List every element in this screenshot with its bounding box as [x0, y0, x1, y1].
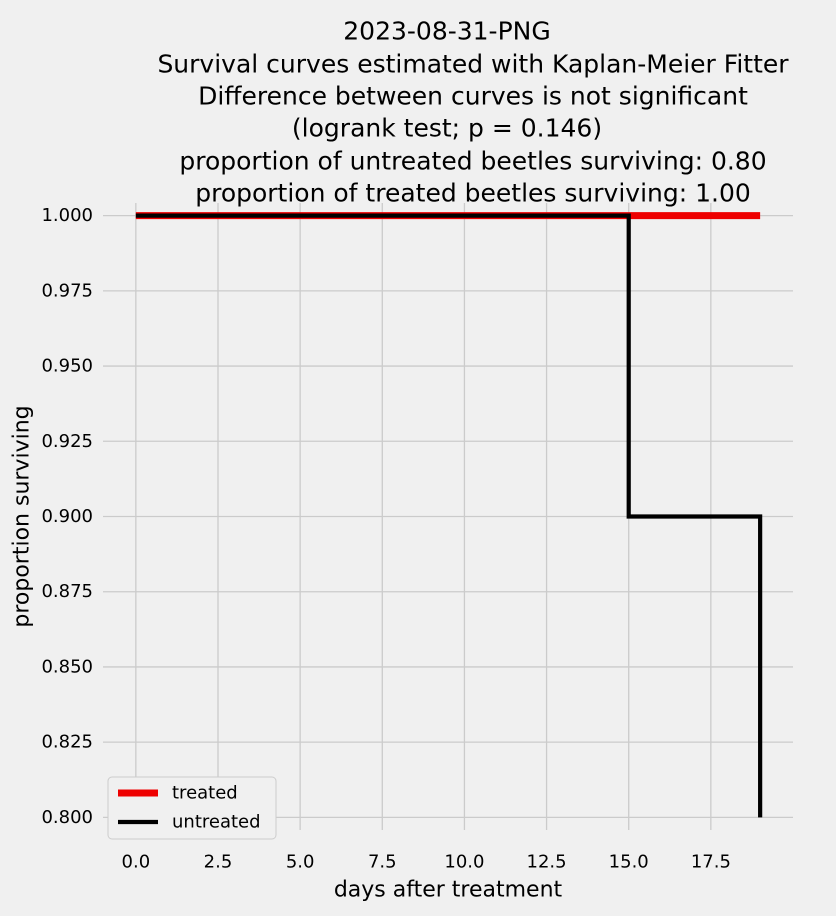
y-tick-label: 0.950: [41, 356, 93, 377]
x-tick-label: 5.0: [286, 852, 315, 873]
x-tick-label: 2.5: [204, 852, 233, 873]
y-axis: 0.800 0.825 0.850 0.875 0.900 0.925 0.950 0.975…: [10, 205, 94, 828]
x-tick-label: 15.0: [609, 852, 649, 873]
chart-title-line: Difference between curves is not signifi…: [198, 82, 748, 111]
y-tick-label: 0.900: [41, 506, 93, 527]
y-tick-label: 0.875: [41, 581, 93, 602]
x-tick-label: 17.5: [691, 852, 731, 873]
y-tick-label: 0.800: [41, 807, 93, 828]
x-axis: 0.0 2.5 5.0 7.5 10.0 12.5 15.0 17.5 days after t…: [122, 852, 731, 903]
chart-title-line: (logrank test; p = 0.146): [292, 114, 602, 143]
y-tick-label: 0.825: [41, 732, 93, 753]
x-tick-label: 12.5: [527, 852, 567, 873]
chart-title: 2023-08-31-PNG Survival curves estimated …: [157, 17, 789, 208]
chart-title-line: 2023-08-31-PNG: [343, 17, 550, 46]
y-tick-label: 0.925: [41, 431, 93, 452]
x-tick-label: 0.0: [122, 852, 151, 873]
chart-title-line: proportion of untreated beetles survivin…: [179, 147, 766, 176]
y-tick-label: 1.000: [41, 205, 93, 226]
y-tick-label: 0.850: [41, 656, 93, 677]
x-tick-label: 7.5: [368, 852, 397, 873]
y-axis-label: proportion surviving: [10, 405, 35, 627]
legend-label-treated: treated: [172, 783, 238, 804]
y-tick-label: 0.975: [41, 280, 93, 301]
series-lines: [135, 212, 763, 818]
chart-title-line: proportion of treated beetles surviving:…: [195, 179, 751, 208]
legend-label-untreated: untreated: [172, 812, 261, 833]
x-axis-label: days after treatment: [334, 878, 563, 903]
x-tick-label: 10.0: [444, 852, 484, 873]
series-line-untreated: [135, 213, 763, 818]
chart-title-line: Survival curves estimated with Kaplan-Me…: [157, 50, 789, 79]
legend: treated untreated: [107, 776, 277, 840]
